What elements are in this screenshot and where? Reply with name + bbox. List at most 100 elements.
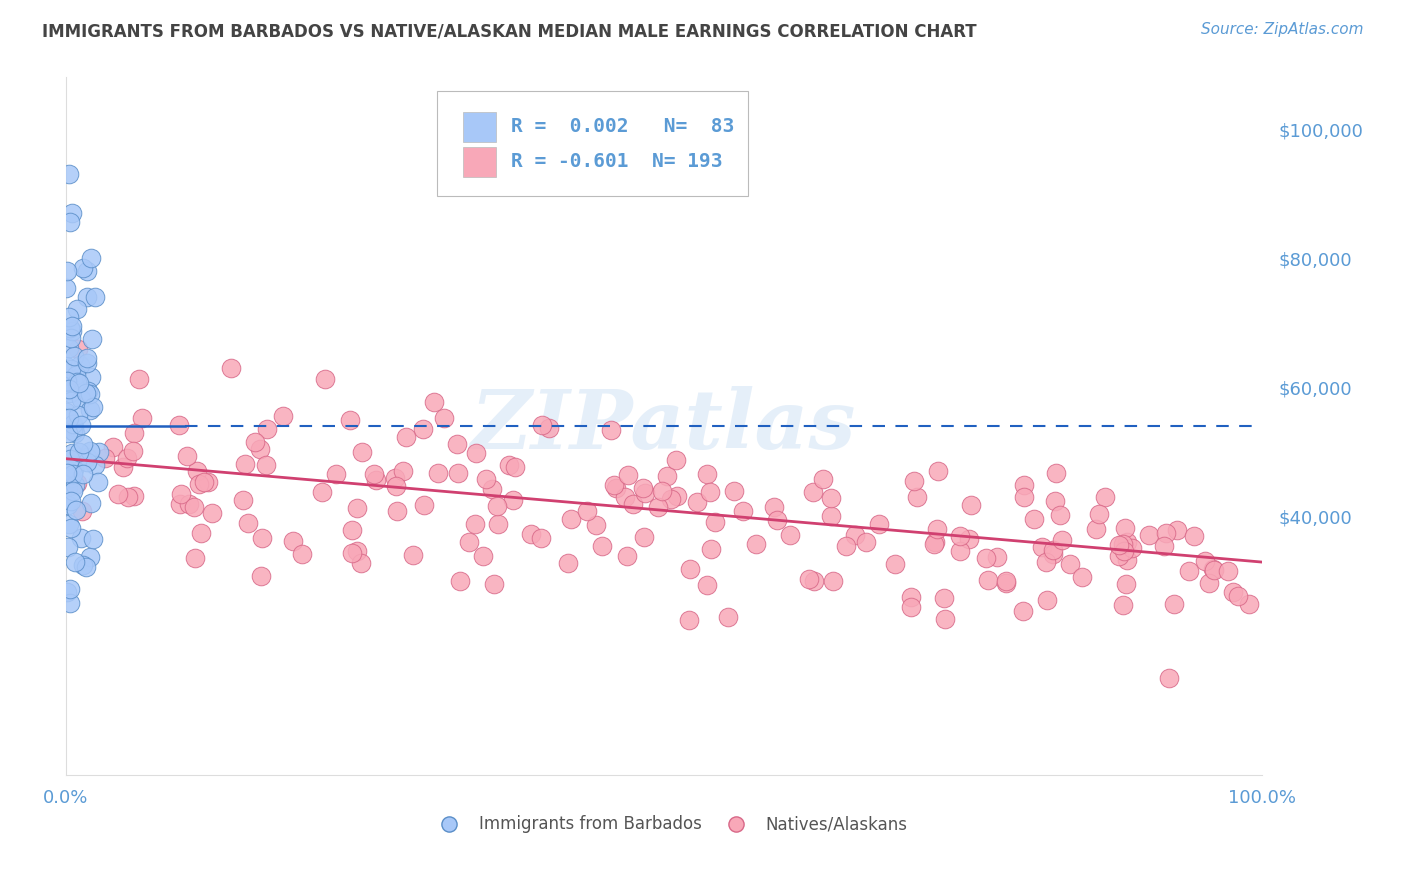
- Point: [811, 472, 834, 486]
- Point: [80, 251, 103, 265]
- Point: [56, 264, 79, 278]
- Point: [696, 467, 718, 481]
- Point: [502, 493, 524, 508]
- Point: [65, 478, 87, 492]
- Point: [395, 430, 418, 444]
- Point: [412, 498, 434, 512]
- Point: [60, 324, 83, 338]
- Point: [820, 508, 842, 523]
- Point: [1115, 535, 1137, 549]
- Point: [62, 425, 84, 439]
- Point: [446, 437, 468, 451]
- Point: [65, 503, 87, 517]
- Point: [700, 541, 723, 556]
- Point: [1042, 547, 1064, 561]
- Point: [1112, 543, 1135, 558]
- Point: [855, 534, 877, 549]
- Point: [927, 464, 949, 478]
- Point: [659, 492, 682, 507]
- Point: [1045, 466, 1067, 480]
- Point: [447, 466, 470, 480]
- Point: [63, 555, 86, 569]
- Point: [1108, 549, 1130, 564]
- Point: [384, 479, 406, 493]
- Point: [115, 450, 138, 465]
- Point: [723, 483, 745, 498]
- Point: [1059, 557, 1081, 571]
- Point: [1012, 490, 1035, 504]
- Point: [519, 527, 541, 541]
- Point: [59, 596, 82, 610]
- Point: [94, 451, 117, 466]
- Point: [177, 497, 200, 511]
- Point: [249, 442, 271, 456]
- Point: [1137, 527, 1160, 541]
- Point: [631, 482, 654, 496]
- Point: [402, 548, 425, 562]
- Point: [58, 480, 80, 494]
- Point: [835, 539, 858, 553]
- Point: [531, 417, 554, 432]
- Point: [1222, 585, 1244, 599]
- Point: [58, 411, 80, 425]
- Point: [58, 382, 80, 396]
- Point: [585, 517, 607, 532]
- Point: [122, 489, 145, 503]
- Point: [647, 500, 669, 515]
- Point: [665, 489, 688, 503]
- Point: [60, 460, 83, 475]
- Point: [600, 423, 623, 437]
- Point: [678, 613, 700, 627]
- Point: [111, 460, 134, 475]
- Point: [60, 494, 83, 508]
- Point: [69, 358, 91, 372]
- Point: [621, 497, 644, 511]
- Point: [1050, 533, 1073, 547]
- Point: [949, 544, 972, 558]
- Point: [1237, 598, 1260, 612]
- Point: [55, 405, 77, 419]
- Point: [437, 768, 460, 782]
- Point: [485, 500, 508, 514]
- Point: [678, 562, 700, 576]
- Point: [58, 516, 80, 531]
- Point: [103, 441, 125, 455]
- Point: [339, 413, 361, 427]
- Point: [801, 485, 824, 500]
- Point: [803, 574, 825, 588]
- Point: [1216, 564, 1239, 578]
- Point: [605, 481, 627, 495]
- Point: [58, 341, 80, 355]
- Point: [58, 215, 80, 229]
- Point: [80, 332, 103, 346]
- Point: [481, 483, 503, 497]
- Point: [1163, 597, 1185, 611]
- Point: [765, 512, 787, 526]
- Point: [903, 474, 925, 488]
- Point: [76, 455, 98, 469]
- Point: [352, 444, 374, 458]
- Point: [58, 310, 80, 325]
- Point: [62, 467, 84, 481]
- Point: [560, 512, 582, 526]
- Point: [633, 530, 655, 544]
- FancyBboxPatch shape: [463, 112, 496, 142]
- Point: [924, 534, 946, 549]
- Point: [1178, 564, 1201, 578]
- Point: [925, 522, 948, 536]
- Point: [59, 452, 82, 467]
- Point: [250, 531, 273, 545]
- Text: Natives/Alaskans: Natives/Alaskans: [766, 815, 908, 833]
- Point: [349, 556, 371, 570]
- Point: [59, 361, 82, 376]
- Point: [986, 550, 1008, 565]
- Point: [56, 375, 79, 389]
- Point: [1035, 593, 1057, 607]
- Point: [614, 490, 637, 504]
- Point: [868, 516, 890, 531]
- Point: [70, 392, 93, 407]
- Point: [87, 445, 110, 459]
- Point: [922, 537, 945, 551]
- Point: [56, 585, 79, 599]
- Point: [472, 549, 495, 563]
